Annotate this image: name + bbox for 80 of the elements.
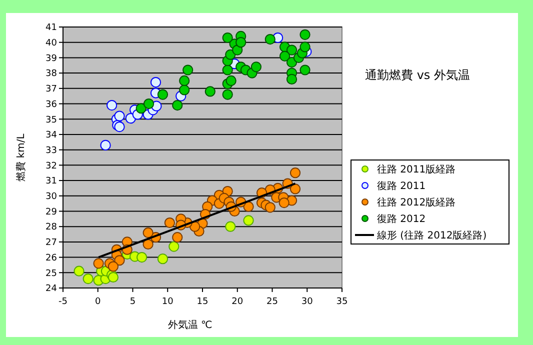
legend-label: 往路 2012版経路 (377, 196, 456, 208)
point (226, 75, 236, 86)
point (182, 64, 194, 76)
y-tick-label: 32 (46, 161, 57, 172)
point (264, 202, 276, 213)
legend-label: 復路 2012 (377, 213, 426, 225)
x-tick-label: 0 (95, 297, 102, 307)
point (222, 89, 233, 100)
point (157, 89, 168, 100)
legend-label: 往路 2011版経路 (377, 164, 456, 176)
x-tick-label: 10 (162, 297, 174, 307)
x-tick-label: 30 (301, 297, 314, 307)
point (168, 241, 180, 252)
point (93, 258, 104, 269)
x-tick-label: -5 (58, 297, 68, 307)
y-tick-label: 34 (46, 130, 58, 141)
point (108, 272, 119, 283)
point (143, 98, 154, 110)
point (142, 238, 154, 250)
point (243, 215, 254, 226)
y-tick-label: 33 (46, 146, 57, 156)
y-tick-label: 24 (46, 284, 58, 294)
point (280, 50, 290, 62)
point (225, 221, 236, 232)
x-tick-label: 15 (196, 297, 208, 307)
point (114, 110, 125, 122)
point (114, 255, 125, 266)
legend-label: 復路 2011 (377, 180, 426, 192)
point (136, 252, 148, 263)
point (300, 29, 310, 40)
point (300, 64, 310, 76)
y-tick-label: 29 (46, 207, 58, 218)
point (179, 84, 190, 96)
point (286, 74, 298, 84)
y-tick-label: 37 (46, 84, 57, 95)
y-tick-label: 26 (46, 253, 58, 264)
y-tick-label: 31 (46, 176, 57, 187)
point (82, 273, 94, 284)
point (179, 75, 190, 86)
point (264, 34, 276, 45)
y-tick-label: 41 (46, 23, 57, 34)
point (236, 37, 246, 48)
point (150, 76, 162, 88)
y-tick-label: 35 (46, 115, 57, 126)
point (108, 261, 119, 272)
point (300, 42, 310, 52)
point (290, 184, 301, 194)
x-tick-label: 35 (336, 297, 348, 307)
point (286, 44, 298, 56)
point (136, 103, 146, 114)
point (222, 64, 233, 76)
x-axis-title: 外気温 ℃ (168, 319, 212, 331)
legend-label: 線形 (往路 2012版経路) (376, 230, 487, 242)
point (142, 227, 154, 238)
point (100, 140, 111, 151)
point (106, 100, 118, 111)
point (204, 86, 216, 97)
y-tick-label: 39 (46, 54, 58, 64)
y-tick-label: 28 (46, 222, 58, 233)
y-tick-label: 25 (46, 268, 57, 279)
y-tick-label: 36 (46, 100, 58, 110)
point (74, 266, 84, 276)
x-tick-label: 25 (266, 297, 278, 307)
y-axis-title: 燃費 km/L (15, 133, 27, 182)
point (278, 197, 290, 208)
y-tick-label: 40 (46, 38, 58, 49)
y-tick-label: 27 (46, 238, 57, 248)
point (164, 217, 176, 228)
point (290, 168, 301, 178)
x-tick-label: 20 (232, 297, 244, 307)
y-tick-label: 30 (46, 192, 58, 202)
point (172, 232, 183, 243)
point (172, 100, 183, 111)
point (222, 32, 233, 44)
point (157, 254, 168, 264)
y-tick-label: 38 (46, 69, 58, 80)
text: 通勤燃費 vs 外気温 (365, 68, 470, 82)
point (250, 62, 262, 72)
point (232, 44, 243, 56)
x-tick-label: 5 (130, 297, 136, 307)
